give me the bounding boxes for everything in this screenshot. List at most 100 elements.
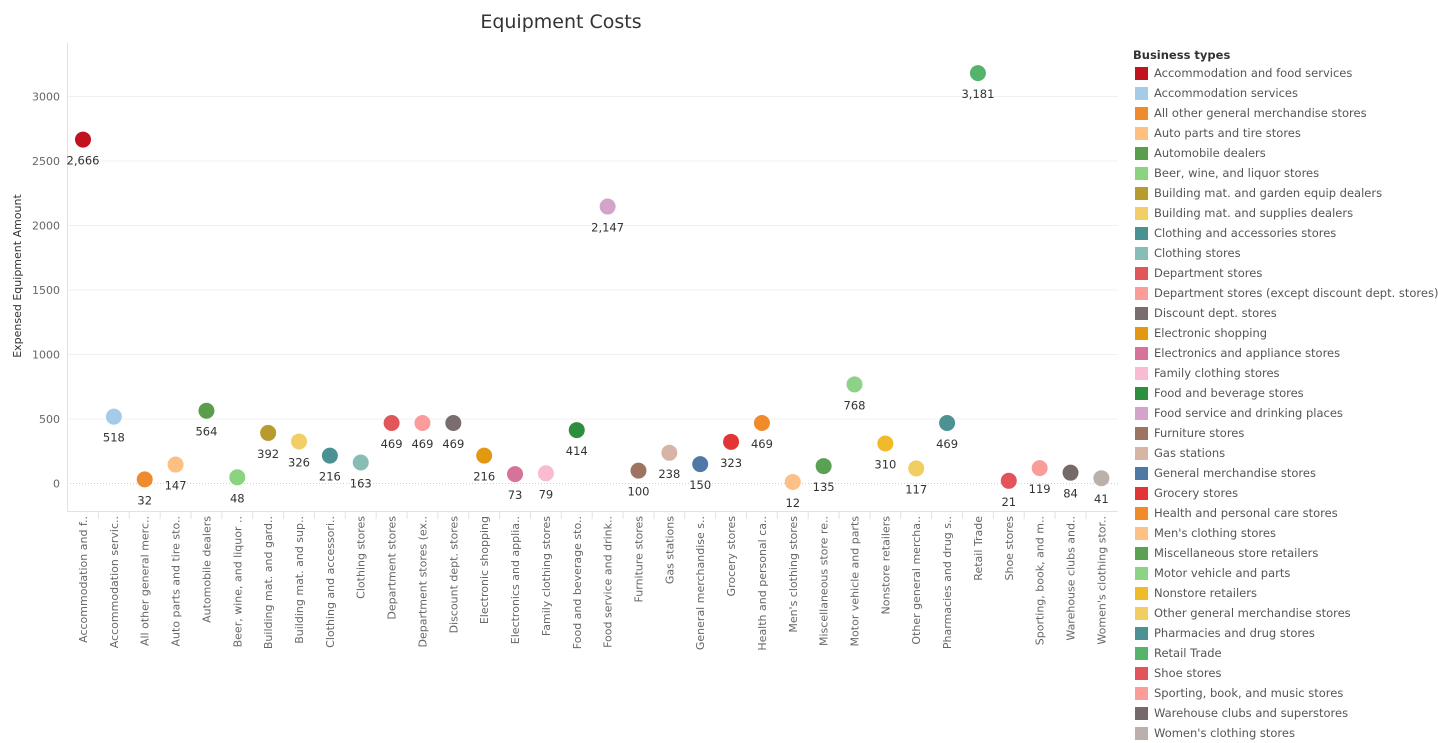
grid-lines xyxy=(67,96,1118,484)
legend-item[interactable]: Sporting, book, and music stores xyxy=(1133,683,1433,703)
data-point[interactable] xyxy=(75,131,91,148)
legend-item[interactable]: Women's clothing stores xyxy=(1133,723,1433,743)
y-tick-label: 3000 xyxy=(32,91,60,104)
legend-swatch xyxy=(1135,286,1148,300)
data-point[interactable] xyxy=(136,471,153,488)
data-point[interactable] xyxy=(476,447,493,464)
legend-item[interactable]: Food service and drinking places xyxy=(1133,403,1433,423)
legend-title: Business types xyxy=(1133,48,1231,62)
legend-item[interactable]: Other general merchandise stores xyxy=(1133,603,1433,623)
data-point[interactable] xyxy=(1093,470,1110,487)
x-tick-label: General merchandise s.. xyxy=(694,516,707,650)
x-tick-label: Grocery stores xyxy=(725,516,738,597)
legend-item[interactable]: Food and beverage stores xyxy=(1133,383,1433,403)
legend-item[interactable]: Furniture stores xyxy=(1133,423,1433,443)
legend-item[interactable]: Department stores xyxy=(1133,263,1433,283)
legend-label: Clothing and accessories stores xyxy=(1154,226,1337,240)
data-point[interactable] xyxy=(568,422,585,439)
data-points xyxy=(75,65,1110,490)
legend-label: Clothing stores xyxy=(1154,246,1241,260)
legend-label: Gas stations xyxy=(1154,446,1226,460)
data-point[interactable] xyxy=(815,458,832,475)
data-point[interactable] xyxy=(969,65,986,82)
data-point[interactable] xyxy=(599,198,616,215)
data-point[interactable] xyxy=(537,465,554,482)
legend-label: Shoe stores xyxy=(1154,666,1222,680)
legend-item[interactable]: Discount dept. stores xyxy=(1133,303,1433,323)
legend-item[interactable]: Department stores (except discount dept.… xyxy=(1133,283,1438,303)
data-point[interactable] xyxy=(846,376,863,393)
legend-item[interactable]: Building mat. and supplies dealers xyxy=(1133,203,1433,223)
legend-swatch xyxy=(1135,146,1148,160)
data-point[interactable] xyxy=(383,414,400,431)
legend-swatch xyxy=(1135,206,1148,220)
data-point[interactable] xyxy=(507,466,524,483)
legend-item[interactable]: Grocery stores xyxy=(1133,483,1433,503)
data-point[interactable] xyxy=(784,473,801,490)
legend-label: Men's clothing stores xyxy=(1154,526,1276,540)
data-point[interactable] xyxy=(291,433,308,450)
legend-swatch xyxy=(1135,186,1148,200)
legend-label: Electronics and appliance stores xyxy=(1154,346,1341,360)
data-point[interactable] xyxy=(1000,472,1017,489)
data-point[interactable] xyxy=(167,456,184,473)
data-point[interactable] xyxy=(753,414,770,431)
legend-item[interactable]: Electronics and appliance stores xyxy=(1133,343,1433,363)
legend-item[interactable]: Building mat. and garden equip dealers xyxy=(1133,183,1433,203)
x-tick-label: Shoe stores xyxy=(1003,516,1016,581)
legend-swatch xyxy=(1135,426,1148,440)
legend-label: Accommodation and food services xyxy=(1154,66,1353,80)
data-point[interactable] xyxy=(445,414,462,431)
data-point[interactable] xyxy=(1062,464,1079,481)
data-point[interactable] xyxy=(661,444,678,461)
legend-item[interactable]: Nonstore retailers xyxy=(1133,583,1433,603)
data-point[interactable] xyxy=(908,460,925,477)
data-label: 469 xyxy=(936,437,958,451)
legend-item[interactable]: Auto parts and tire stores xyxy=(1133,123,1433,143)
data-point[interactable] xyxy=(414,414,431,431)
x-tick-labels: Accommodation and f.. Accommodation servi… xyxy=(77,516,1108,651)
data-point[interactable] xyxy=(692,456,709,473)
legend-item[interactable]: Shoe stores xyxy=(1133,663,1433,683)
legend-item[interactable]: Automobile dealers xyxy=(1133,143,1433,163)
legend-item[interactable]: Beer, wine, and liquor stores xyxy=(1133,163,1433,183)
legend-item[interactable]: Pharmacies and drug stores xyxy=(1133,623,1433,643)
legend-label: All other general merchandise stores xyxy=(1154,106,1367,120)
legend-item[interactable]: Clothing stores xyxy=(1133,243,1433,263)
legend-item[interactable]: Retail Trade xyxy=(1133,643,1433,663)
legend-item[interactable]: Clothing and accessories stores xyxy=(1133,223,1433,243)
data-label: 518 xyxy=(103,431,125,445)
data-label: 469 xyxy=(411,437,433,451)
data-point[interactable] xyxy=(939,414,956,431)
legend-item[interactable]: Warehouse clubs and superstores xyxy=(1133,703,1433,723)
legend-label: Food service and drinking places xyxy=(1154,406,1343,420)
legend-item[interactable]: Health and personal care stores xyxy=(1133,503,1433,523)
legend-item[interactable]: Accommodation and food services xyxy=(1133,63,1433,83)
legend-item[interactable]: Men's clothing stores xyxy=(1133,523,1433,543)
data-point[interactable] xyxy=(229,469,246,486)
legend-item[interactable]: Motor vehicle and parts xyxy=(1133,563,1433,583)
legend-item[interactable]: Gas stations xyxy=(1133,443,1433,463)
data-label: 150 xyxy=(689,478,711,492)
data-point[interactable] xyxy=(260,424,277,441)
legend-item[interactable]: Electronic shopping xyxy=(1133,323,1433,343)
chart-title: Equipment Costs xyxy=(480,11,641,33)
data-point[interactable] xyxy=(321,447,338,464)
data-point[interactable] xyxy=(723,433,740,450)
data-point[interactable] xyxy=(877,435,894,452)
x-tick-label: Health and personal ca.. xyxy=(756,516,769,651)
x-tick-label: Building mat. and gard.. xyxy=(262,516,275,649)
data-label: 2,147 xyxy=(591,221,624,235)
data-point[interactable] xyxy=(352,454,369,471)
data-point[interactable] xyxy=(198,402,215,419)
data-point[interactable] xyxy=(630,462,647,479)
legend-item[interactable]: Family clothing stores xyxy=(1133,363,1433,383)
data-point[interactable] xyxy=(105,408,122,425)
legend-item[interactable]: All other general merchandise stores xyxy=(1133,103,1433,123)
legend-item[interactable]: General merchandise stores xyxy=(1133,463,1433,483)
legend-swatch xyxy=(1135,586,1148,600)
data-point[interactable] xyxy=(1031,460,1048,477)
legend-item[interactable]: Miscellaneous store retailers xyxy=(1133,543,1433,563)
legend-item[interactable]: Accommodation services xyxy=(1133,83,1433,103)
